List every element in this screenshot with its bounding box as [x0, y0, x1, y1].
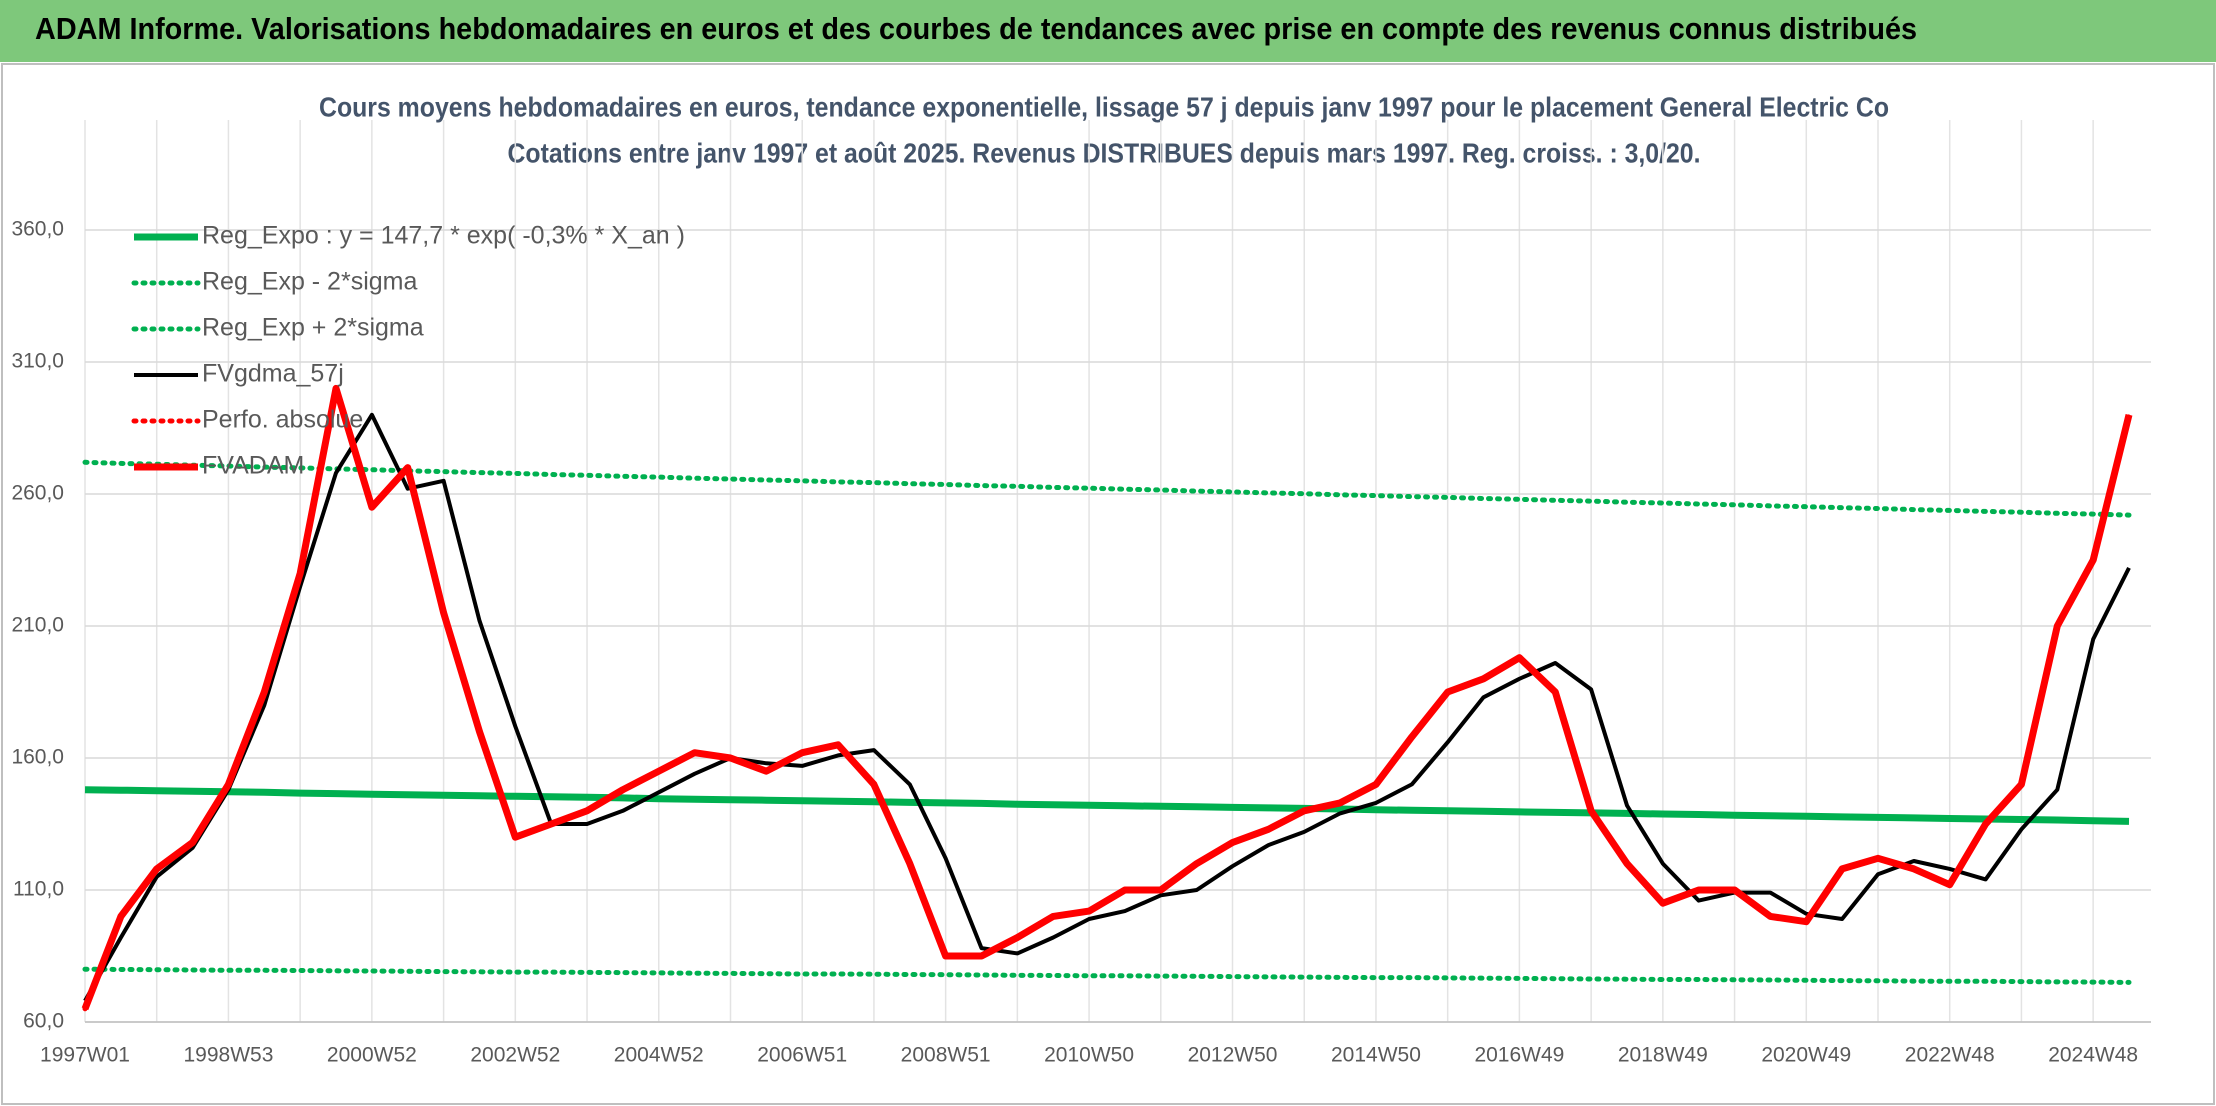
y-tick-label: 160,0	[11, 746, 64, 769]
x-tick-label: 2018W49	[1618, 1044, 1708, 1067]
series-line	[83, 412, 2131, 1002]
legend-label: Perfo. absolue	[202, 406, 363, 434]
x-tick-label: 2014W50	[1331, 1044, 1421, 1067]
x-tick-label: 2008W51	[901, 1044, 991, 1067]
legend-label: FVADAM	[202, 452, 304, 480]
series-line	[84, 786, 2130, 825]
y-tick-label: 260,0	[11, 482, 64, 505]
x-tick-label: 2010W50	[1044, 1044, 1134, 1067]
legend-label: Reg_Exp + 2*sigma	[202, 314, 424, 342]
series-line	[81, 384, 2133, 1011]
legend-label: Reg_Expo : y = 147,7 * exp( -0,3% * X_an…	[202, 222, 685, 250]
x-tick-label: 2024W48	[2048, 1044, 2138, 1067]
y-tick-label: 210,0	[11, 614, 64, 637]
series-line	[82, 966, 2132, 985]
x-tick-label: 1997W01	[40, 1044, 130, 1067]
legend-label: Reg_Exp - 2*sigma	[202, 268, 417, 296]
series-line	[82, 459, 2132, 518]
x-tick-label: 2006W51	[757, 1044, 847, 1067]
y-tick-label: 360,0	[11, 218, 64, 241]
x-tick-label: 2000W52	[327, 1044, 417, 1067]
x-tick-label: 1998W53	[183, 1044, 273, 1067]
x-tick-label: 2016W49	[1474, 1044, 1564, 1067]
header-banner	[0, 0, 2216, 62]
y-tick-label: 60,0	[23, 1010, 64, 1033]
header-title: ADAM Informe. Valorisations hebdomadaire…	[35, 11, 1917, 46]
x-tick-label: 2020W49	[1761, 1044, 1851, 1067]
x-tick-label: 2004W52	[614, 1044, 704, 1067]
chart-subtitle: Cotations entre janv 1997 et août 2025. …	[508, 137, 1701, 168]
chart-border	[1, 63, 2215, 1105]
x-tick-label: 2012W50	[1188, 1044, 1278, 1067]
y-tick-label: 310,0	[11, 350, 64, 373]
x-tick-label: 2002W52	[470, 1044, 560, 1067]
y-tick-label: 110,0	[13, 878, 64, 901]
chart-title: Cours moyens hebdomadaires en euros, ten…	[319, 91, 1889, 122]
legend-label: FVgdma_57j	[202, 360, 344, 388]
x-tick-label: 2022W48	[1905, 1044, 1995, 1067]
